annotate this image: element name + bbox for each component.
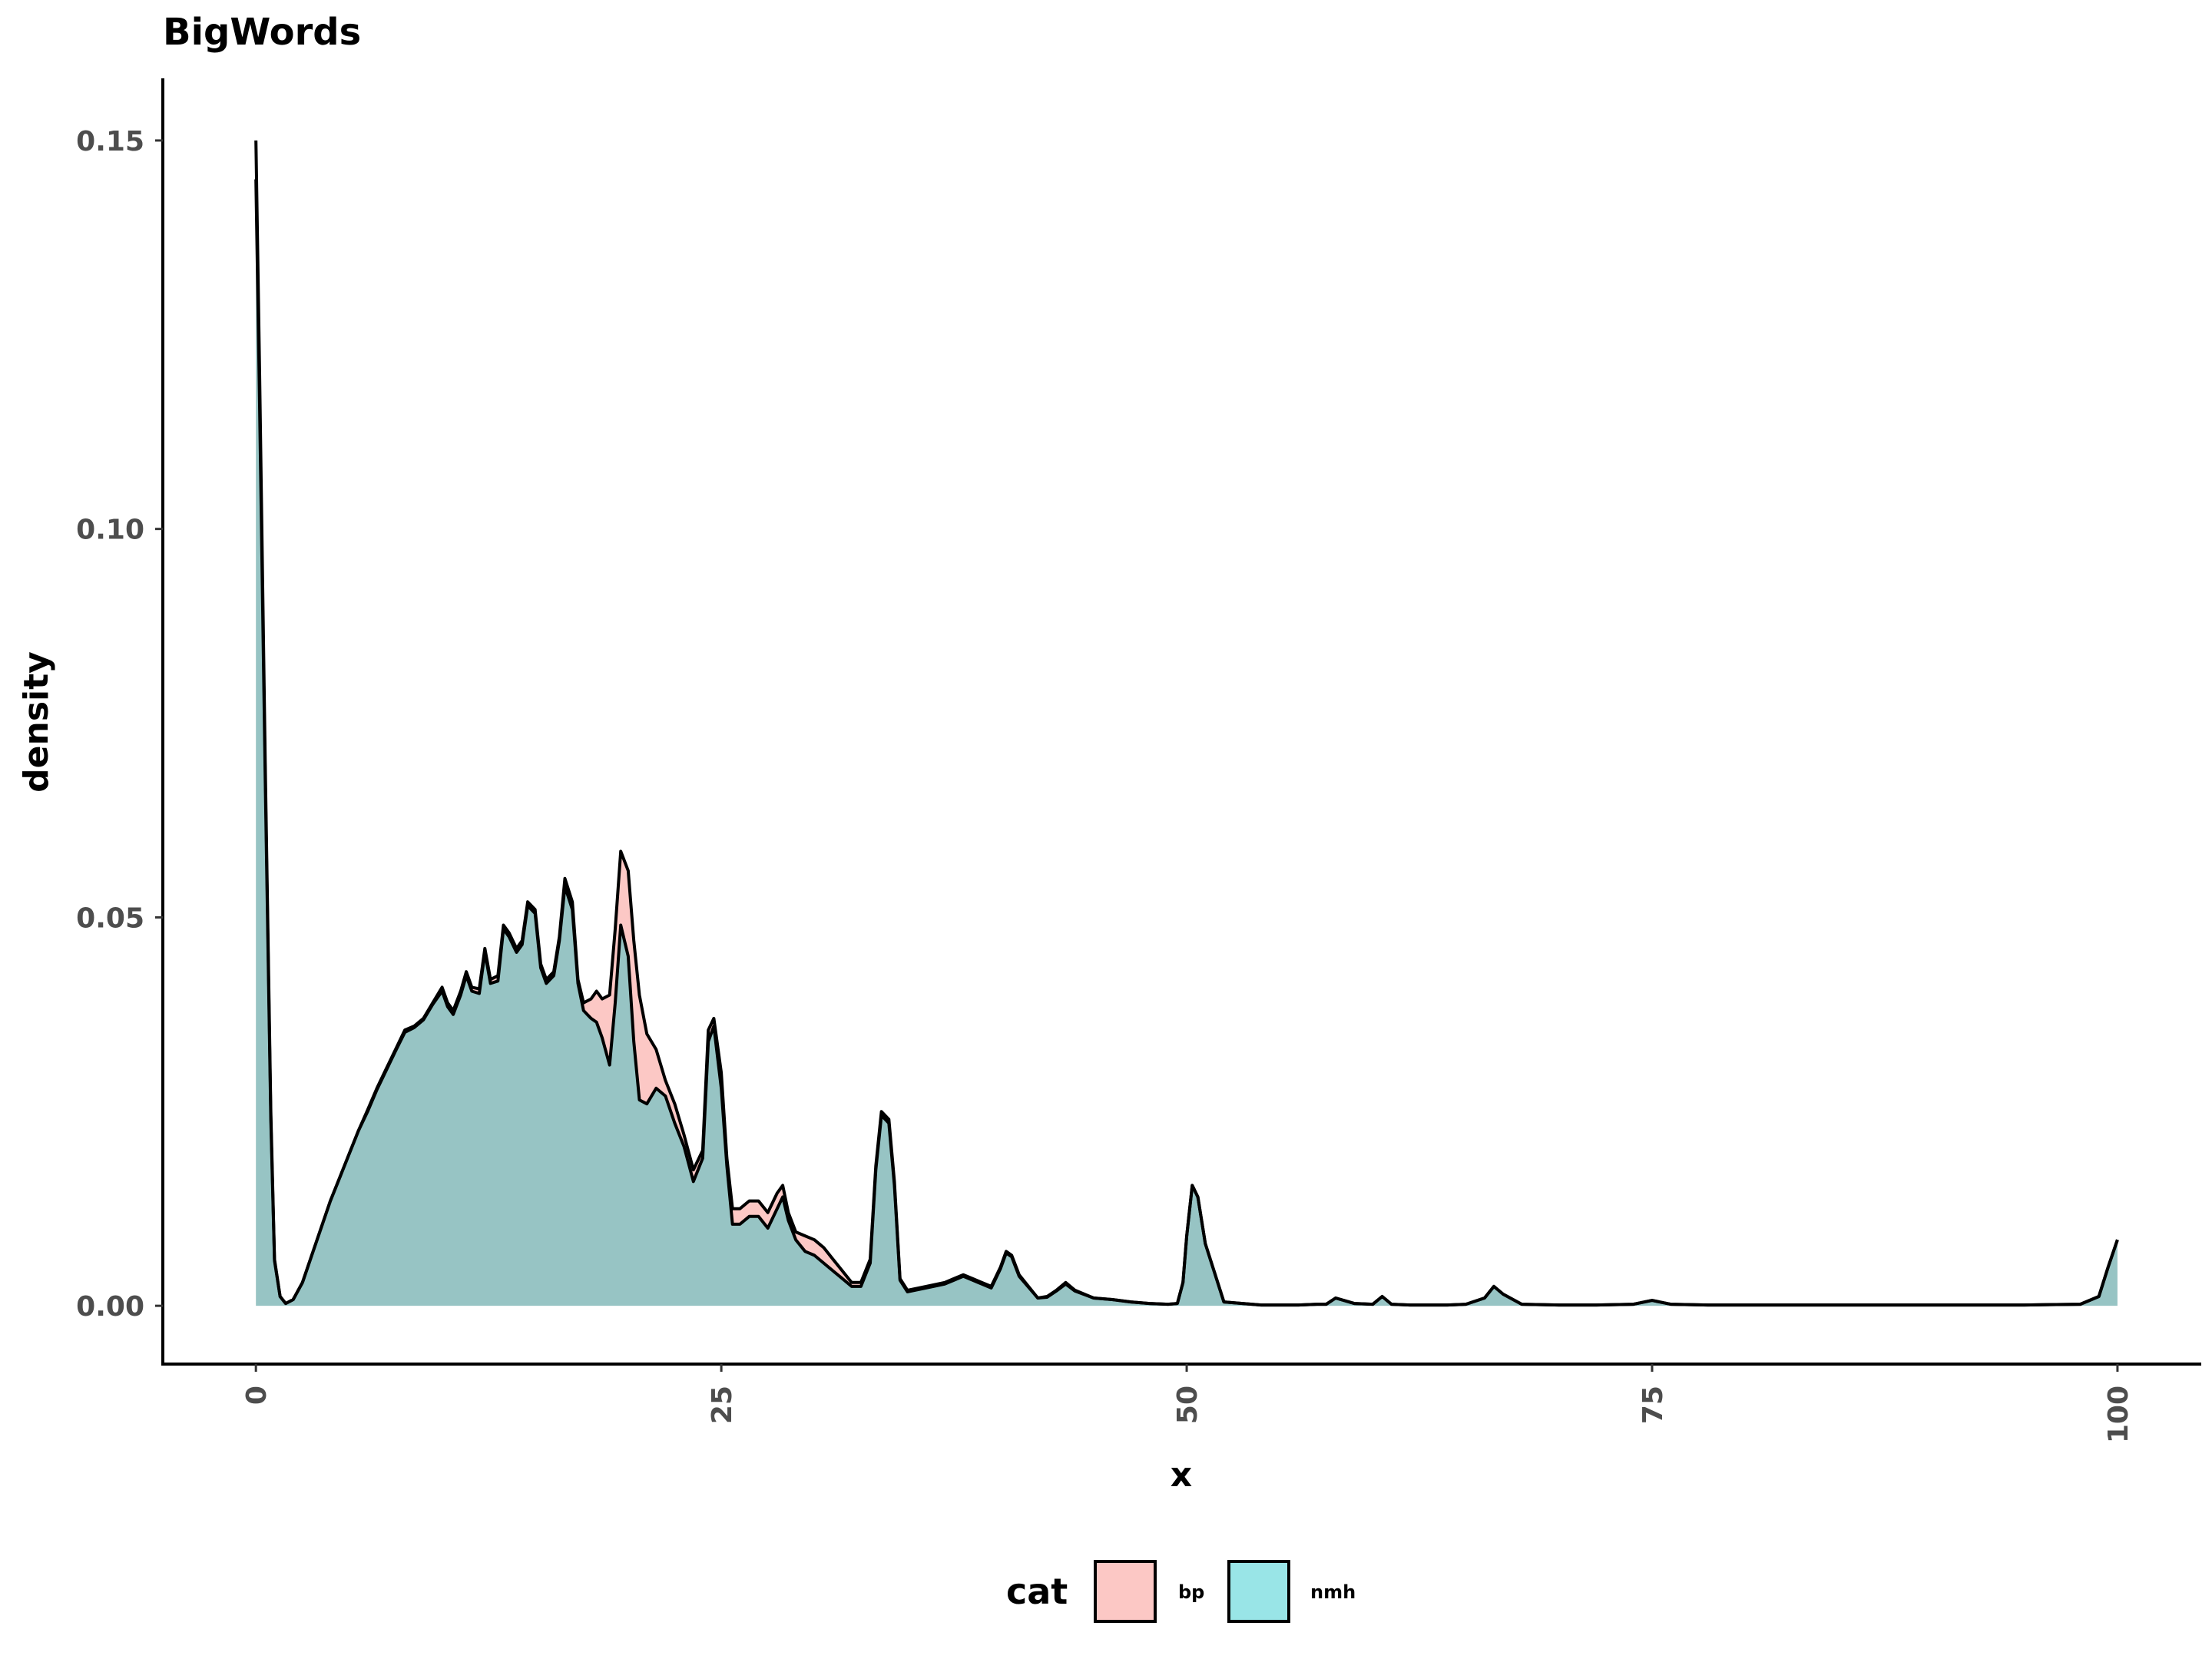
y-tick-label: 0.10	[76, 515, 144, 546]
y-tick-label: 0.15	[76, 126, 144, 157]
x-tick-label: 100	[2103, 1386, 2134, 1443]
y-axis-label: density	[17, 651, 56, 793]
legend-key-nmh	[1227, 1560, 1290, 1623]
legend: cat bp nmh	[1006, 1560, 1356, 1623]
y-tick-label: 0.00	[76, 1291, 144, 1323]
legend-label-bp: bp	[1178, 1581, 1204, 1603]
y-axis-ticks: 0.00 0.05 0.10 0.15	[76, 126, 163, 1323]
chart-title: BigWords	[163, 11, 361, 54]
density-line-nmh	[254, 179, 2119, 1307]
x-tick-label: 50	[1172, 1386, 1204, 1424]
legend-label-nmh: nmh	[1310, 1581, 1356, 1603]
x-axis-label: x	[1171, 1455, 1192, 1495]
y-tick-label: 0.05	[76, 902, 144, 934]
density-area-nmh	[256, 179, 2118, 1306]
x-tick-label: 25	[707, 1386, 738, 1424]
legend-key-bp	[1094, 1560, 1157, 1623]
x-tick-label: 0	[241, 1386, 273, 1405]
x-tick-label: 75	[1637, 1386, 1669, 1424]
plot-area	[254, 140, 2119, 1307]
legend-title: cat	[1006, 1571, 1068, 1612]
x-axis-ticks: 0 25 50 75 100	[241, 1364, 2134, 1443]
density-area-bp	[256, 140, 2118, 1306]
